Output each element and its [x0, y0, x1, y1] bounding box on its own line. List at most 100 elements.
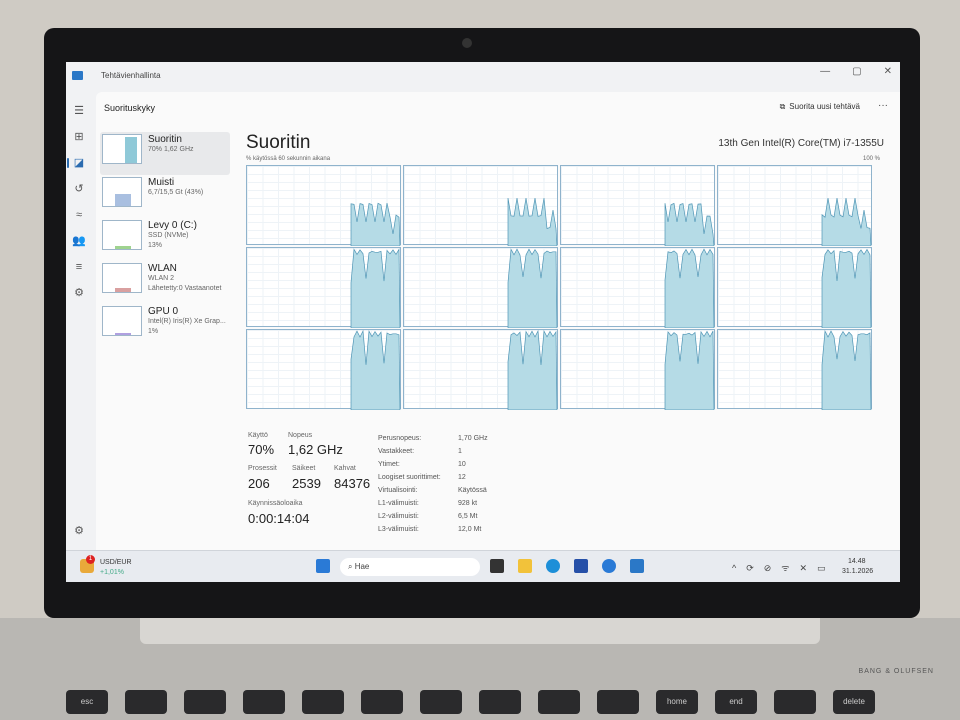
- webcam: [462, 38, 472, 48]
- keyboard-key[interactable]: [479, 690, 521, 714]
- run-new-task-button[interactable]: ⧉ Suorita uusi tehtävä: [780, 102, 860, 112]
- sidebar-item-detail: 70% 1,62 GHz: [148, 146, 194, 153]
- core-graph: [560, 329, 715, 410]
- processes-icon[interactable]: ⊞: [74, 131, 84, 143]
- sidebar-item-detail: Intel(R) Iris(R) Xe Grap...: [148, 318, 226, 325]
- sidebar-item[interactable]: GPU 0 Intel(R) Iris(R) Xe Grap... 1%: [100, 304, 230, 347]
- keyboard-key[interactable]: [597, 690, 639, 714]
- sidebar-item[interactable]: WLAN WLAN 2 Lähetetty:0 Vastaanotet: [100, 261, 230, 304]
- speed-value: 1,62 GHz: [288, 442, 343, 457]
- clock-time[interactable]: 14.48: [848, 558, 866, 565]
- minimize-button[interactable]: —: [820, 66, 831, 77]
- edge-icon[interactable]: [546, 559, 560, 573]
- keyboard-key[interactable]: [302, 690, 344, 714]
- sidebar-item-detail-2: Lähetetty:0 Vastaanotet: [148, 285, 222, 292]
- brand-label: BANG & OLUFSEN: [858, 668, 934, 675]
- sidebar-item-name: Suoritin: [148, 134, 182, 145]
- sidebar-item[interactable]: Suoritin 70% 1,62 GHz: [100, 132, 230, 175]
- sidebar-thumbnail-graph: [102, 263, 142, 293]
- detail-value: 12: [458, 474, 466, 481]
- settings-icon[interactable]: ⚙: [74, 525, 84, 537]
- system-tray-icons[interactable]: ^⟳⊘ᯤ✕▭: [732, 563, 836, 573]
- startup-icon[interactable]: ≈: [75, 209, 83, 221]
- run-task-label: Suorita uusi tehtävä: [789, 102, 860, 111]
- keyboard-key[interactable]: [184, 690, 226, 714]
- core-usage-area: [664, 248, 715, 328]
- keyboard-key[interactable]: end: [715, 690, 757, 714]
- performance-icon[interactable]: ◪: [67, 157, 85, 169]
- performance-panel: Suorituskyky ⧉ Suorita uusi tehtävä ··· S…: [96, 92, 900, 550]
- threads-label: Säikeet: [292, 465, 316, 472]
- widget-title[interactable]: USD/EUR: [100, 559, 132, 566]
- task-view-icon[interactable]: [490, 559, 504, 573]
- core-graph: [246, 247, 401, 328]
- keyboard-key[interactable]: [361, 690, 403, 714]
- axis-max: 100 %: [862, 156, 880, 162]
- users-icon[interactable]: 👥: [72, 235, 86, 247]
- services-icon[interactable]: ⚙: [74, 287, 84, 299]
- window-title: Tehtävienhallinta: [101, 70, 161, 80]
- cpu-model: 13th Gen Intel(R) Core(TM) i7-1355U: [718, 138, 884, 149]
- keyboard-key[interactable]: [125, 690, 167, 714]
- core-graph: [560, 165, 715, 246]
- page-title: Suorituskyky: [104, 103, 156, 113]
- keyboard-key[interactable]: esc: [66, 690, 108, 714]
- detail-label: L1-välimuisti:: [378, 500, 419, 507]
- thumbnail-fill: [115, 333, 131, 335]
- search-box[interactable]: ⌕ Hae: [340, 558, 480, 576]
- keyboard-key[interactable]: [774, 690, 816, 714]
- menu-icon[interactable]: ☰: [74, 105, 84, 117]
- keyboard-key[interactable]: [538, 690, 580, 714]
- detail-label: Ytimet:: [378, 461, 400, 468]
- app-history-icon[interactable]: ↺: [74, 183, 84, 195]
- keyboard-key[interactable]: home: [656, 690, 698, 714]
- core-usage-area: [350, 248, 401, 328]
- close-button[interactable]: ✕: [883, 66, 892, 77]
- cpu-detail: Suoritin 13th Gen Intel(R) Core(TM) i7-1…: [246, 132, 886, 533]
- uptime-label: Käynnissäoloaika: [248, 500, 303, 507]
- task-manager-taskbar-icon[interactable]: [630, 559, 644, 573]
- sidebar-item[interactable]: Muisti 6,7/15,5 Gt (43%): [100, 175, 230, 218]
- widget-value: +1,01%: [100, 569, 124, 576]
- detail-label: L2-välimuisti:: [378, 513, 419, 520]
- usage-label: Käyttö: [248, 432, 268, 439]
- sidebar-item-detail: WLAN 2: [148, 275, 175, 282]
- more-button[interactable]: ···: [878, 100, 888, 111]
- uptime-value: 0:00:14:04: [248, 511, 310, 526]
- run-task-icon: ⧉: [779, 102, 786, 111]
- store-icon[interactable]: [574, 559, 588, 573]
- detail-label: Virtualisointi:: [378, 487, 418, 494]
- core-graph: [403, 165, 558, 246]
- keyboard-key[interactable]: [420, 690, 462, 714]
- details-icon[interactable]: ≡: [75, 261, 83, 273]
- detail-label: Vastakkeet:: [378, 448, 415, 455]
- core-graph: [403, 329, 558, 410]
- start-icon[interactable]: [316, 559, 330, 573]
- detail-value: 1,70 GHz: [458, 435, 488, 442]
- sidebar-thumbnail-graph: [102, 177, 142, 207]
- core-graph: [403, 247, 558, 328]
- thumbnail-fill: [115, 288, 131, 292]
- thumbnail-fill: [115, 194, 131, 206]
- keyboard-key[interactable]: delete: [833, 690, 875, 714]
- sidebar-item[interactable]: Levy 0 (C:) SSD (NVMe) 13%: [100, 218, 230, 261]
- detail-label: L3-välimuisti:: [378, 526, 419, 533]
- detail-label: Perusnopeus:: [378, 435, 422, 442]
- detail-value: 1: [458, 448, 462, 455]
- core-usage-area: [821, 330, 872, 410]
- sidebar-item-detail-2: 1%: [148, 328, 159, 335]
- detail-label: Loogiset suorittimet:: [378, 474, 441, 481]
- search-icon: ⌕: [348, 562, 355, 571]
- task-manager-icon: [72, 70, 83, 80]
- keyboard-key[interactable]: [243, 690, 285, 714]
- axis-label: % käytössä 60 sekunnin aikana: [246, 156, 331, 162]
- processes-label: Prosessit: [248, 465, 277, 472]
- screen: Tehtävienhallinta — ▢ ✕ ☰ ⊞ ◪ ↺ ≈ 👥 ≡ ⚙ ⚙ Suorit…: [66, 62, 900, 582]
- maximize-button[interactable]: ▢: [852, 66, 862, 77]
- help-icon[interactable]: [602, 559, 616, 573]
- core-graph: [717, 165, 872, 246]
- sidebar-thumbnail-graph: [102, 306, 142, 336]
- clock-date[interactable]: 31.1.2026: [842, 568, 874, 575]
- handles-label: Kahvat: [334, 465, 356, 472]
- file-explorer-icon[interactable]: [518, 559, 532, 573]
